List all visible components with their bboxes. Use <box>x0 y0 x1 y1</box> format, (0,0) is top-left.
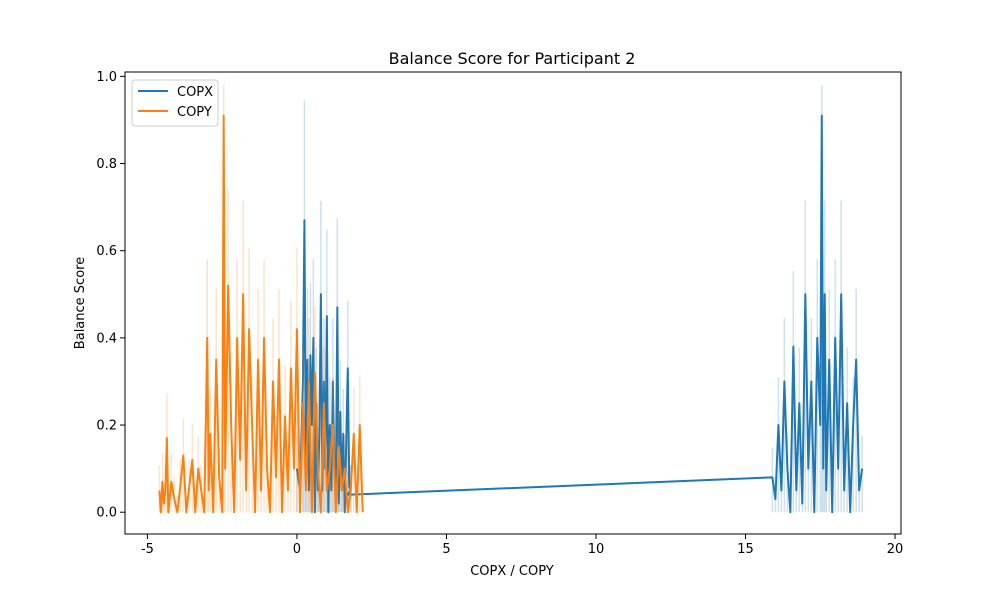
y-tick-label: 0.2 <box>96 419 117 434</box>
x-axis-title: COPX / COPY <box>470 564 554 579</box>
legend: COPX COPY <box>131 79 219 127</box>
y-tick-label: 1.0 <box>96 70 117 85</box>
y-tick-label: 0.4 <box>96 331 117 346</box>
series-line-copx <box>295 114 864 514</box>
series-layer <box>158 85 864 514</box>
y-tick-label: 0.6 <box>96 244 117 259</box>
x-tick-label: -5 <box>141 542 154 557</box>
legend-label-copx: COPX <box>177 85 213 100</box>
x-tick-label: 20 <box>887 542 904 557</box>
legend-label-copy: COPY <box>177 105 212 120</box>
y-axis: 0.0 0.2 0.4 0.6 0.8 1.0 <box>96 70 125 521</box>
plot-frame <box>124 71 902 535</box>
y-axis-title: Balance Score <box>73 257 88 349</box>
x-tick-label: 5 <box>442 542 450 557</box>
chart-title: Balance Score for Participant 2 <box>389 49 636 68</box>
x-axis: -5 0 5 10 15 20 <box>141 534 903 557</box>
y-tick-label: 0.8 <box>96 157 117 172</box>
series-line-copy <box>158 114 364 514</box>
x-tick-label: 10 <box>588 542 605 557</box>
x-tick-label: 15 <box>737 542 754 557</box>
y-tick-label: 0.0 <box>96 506 117 521</box>
x-tick-label: 0 <box>293 542 301 557</box>
